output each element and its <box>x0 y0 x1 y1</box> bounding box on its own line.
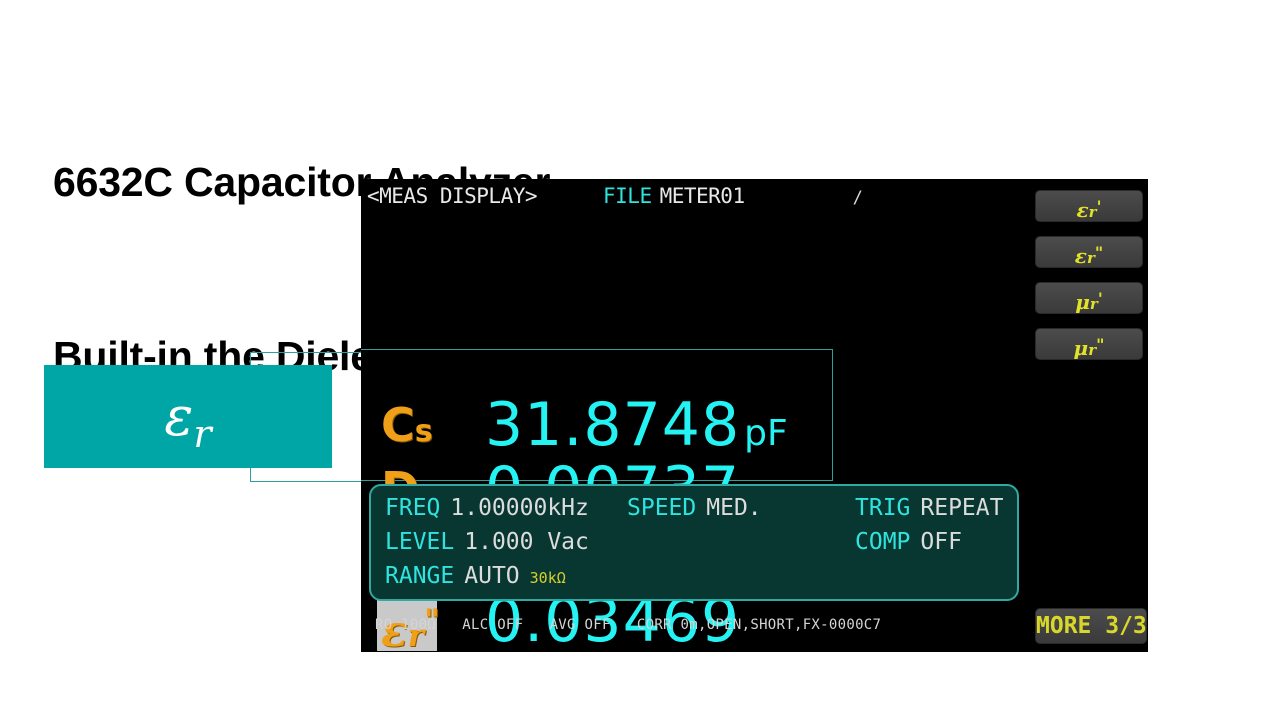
soft-key-0-base: ε <box>1076 198 1089 222</box>
parameter-freq[interactable]: FREQ 1.00000kHz <box>385 491 589 525</box>
soft-key-2-prime: ' <box>1097 289 1103 308</box>
callout-connector-bottom <box>250 481 362 482</box>
more-button[interactable]: MORE 3/3 <box>1035 608 1147 644</box>
parameter-trig[interactable]: TRIG REPEAT <box>855 491 1003 525</box>
soft-key-2-base: μ <box>1075 290 1090 314</box>
measurement-label-er2-base: ε <box>381 606 408 652</box>
soft-key-epsilon-r-prime[interactable]: εr' <box>1035 190 1143 222</box>
parameter-range-label: RANGE <box>385 563 455 589</box>
soft-key-3-base: μ <box>1073 336 1089 360</box>
soft-key-2-subscript: r <box>1089 295 1098 313</box>
parameter-level[interactable]: LEVEL 1.000 Vac <box>385 525 589 559</box>
parameter-comp[interactable]: COMP OFF <box>855 525 962 559</box>
callout-label-subscript: r <box>193 412 212 456</box>
measurement-row-cs: Cs 31.8748 pF <box>361 393 1021 457</box>
soft-key-0-prime: ' <box>1096 197 1102 216</box>
parameter-freq-value: 1.00000kHz <box>450 495 589 521</box>
file-label: FILE <box>603 184 652 208</box>
parameter-trig-value: REPEAT <box>920 495 1004 521</box>
parameter-range-note: 30kΩ <box>529 569 566 587</box>
measurement-label-er2-subscript: r <box>407 618 425 652</box>
measurement-value-cs-number: 31.8748 <box>485 390 741 460</box>
status-bar: RO 100Ω ALC OFF AVG OFF CORR 0m,OPEN,SHO… <box>375 617 882 633</box>
parameter-panel: FREQ 1.00000kHz SPEED MED. TRIG REPEAT LEVE… <box>369 484 1019 601</box>
parameter-trig-label: TRIG <box>855 495 911 521</box>
soft-key-1-prime: " <box>1094 243 1104 262</box>
parameter-level-label: LEVEL <box>385 529 455 555</box>
soft-key-0-subscript: r <box>1088 203 1097 221</box>
parameter-comp-value: OFF <box>920 529 962 555</box>
display-mode-label: <MEAS DISPLAY> <box>367 184 538 208</box>
soft-key-mu-r-prime[interactable]: μr' <box>1035 282 1143 314</box>
callout-connector-bottom-vertical <box>250 467 251 482</box>
parameter-speed-value: MED. <box>706 495 762 521</box>
parameter-level-value: 1.000 Vac <box>464 529 589 555</box>
display-header: <MEAS DISPLAY> FILE METER01 / <box>367 183 1027 209</box>
parameter-freq-label: FREQ <box>385 495 441 521</box>
parameter-range-value: AUTO <box>464 563 520 589</box>
soft-key-1-subscript: r <box>1086 249 1095 267</box>
header-slash-marker: / <box>852 188 863 208</box>
measurement-label-epsilon-r-double-prime: εr" <box>377 593 440 652</box>
parameter-range[interactable]: RANGE AUTO 30kΩ <box>385 559 566 595</box>
measurement-label-cs: Cs <box>381 397 473 455</box>
soft-key-epsilon-r-double-prime[interactable]: εr" <box>1035 236 1143 268</box>
callout-label-base: ε <box>164 385 194 448</box>
parameter-comp-label: COMP <box>855 529 911 555</box>
parameter-speed-label: SPEED <box>627 495 697 521</box>
measurement-label-cs-base: C <box>381 398 415 452</box>
parameter-speed[interactable]: SPEED MED. <box>627 491 762 525</box>
soft-key-1-base: ε <box>1074 244 1087 268</box>
callout-connector-top <box>250 352 362 353</box>
soft-key-3-subscript: r <box>1088 341 1097 359</box>
callout-box-epsilon-r: εr <box>44 365 332 468</box>
measurement-label-cs-subscript: s <box>414 414 433 449</box>
callout-connector-top-vertical <box>250 352 251 366</box>
measurement-label-er2-prime: " <box>424 603 440 638</box>
measurement-value-cs: 31.8748 pF <box>485 393 788 466</box>
file-name: METER01 <box>659 184 746 208</box>
soft-key-mu-r-double-prime[interactable]: μr" <box>1035 328 1143 360</box>
soft-key-3-prime: " <box>1096 335 1105 354</box>
callout-label: εr <box>44 365 332 468</box>
instrument-display-panel: <MEAS DISPLAY> FILE METER01/ Cs 31.8748 pF … <box>361 179 1148 652</box>
measurement-unit-cs: pF <box>744 413 788 454</box>
